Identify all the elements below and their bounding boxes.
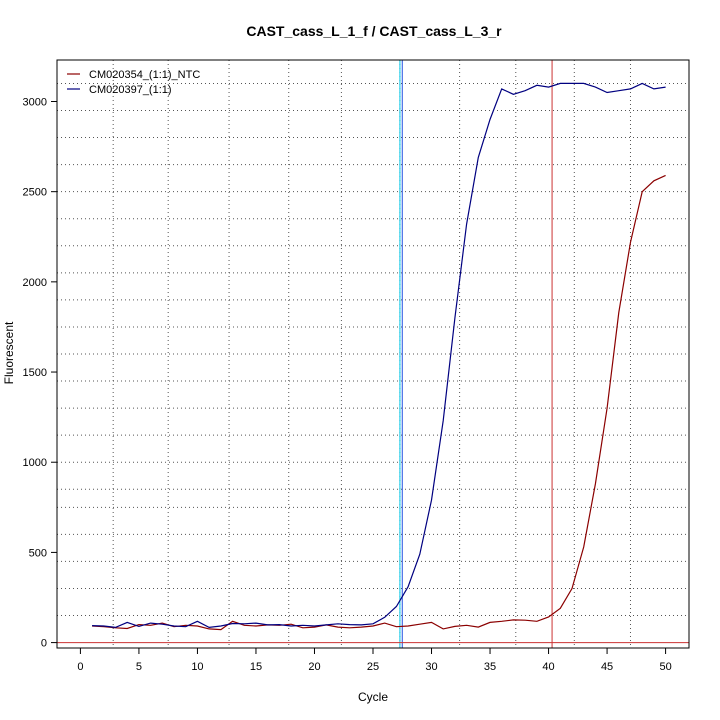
x-tick-label-8: 40 xyxy=(542,661,554,673)
legend-label-0: CM020354_(1:1)_NTC xyxy=(89,69,200,81)
legend: CM020354_(1:1)_NTC CM020397_(1:1) xyxy=(67,69,200,96)
x-tick-label-4: 20 xyxy=(308,661,320,673)
threshold-lines xyxy=(57,60,689,648)
x-axis-label: Cycle xyxy=(358,690,388,704)
chart-title: CAST_cass_L_1_f / CAST_cass_L_3_r xyxy=(246,23,502,39)
y-tick-label-1: 500 xyxy=(29,547,47,559)
y-axis-label: Fluorescent xyxy=(2,321,16,384)
x-tick-label-9: 45 xyxy=(601,661,613,673)
series-line-1 xyxy=(92,82,666,629)
y-axis: 0 500 1000 1500 2000 2500 3000 xyxy=(23,96,58,650)
y-tick-label-3: 1500 xyxy=(23,367,47,379)
y-tick-label-2: 1000 xyxy=(23,457,47,469)
x-tick-label-5: 25 xyxy=(367,661,379,673)
y-tick-label-4: 2000 xyxy=(23,277,47,289)
x-tick-label-10: 50 xyxy=(659,661,671,673)
x-tick-label-2: 10 xyxy=(191,661,203,673)
x-tick-label-1: 5 xyxy=(136,661,142,673)
grid-lines xyxy=(57,60,689,648)
x-tick-label-0: 0 xyxy=(77,661,83,673)
x-tick-label-6: 30 xyxy=(425,661,437,673)
x-tick-label-7: 35 xyxy=(484,661,496,673)
legend-label-1: CM020397_(1:1) xyxy=(89,84,172,96)
x-tick-label-3: 15 xyxy=(250,661,262,673)
series-line-0 xyxy=(92,174,666,631)
x-axis: 0 5 10 15 20 25 30 35 40 45 50 xyxy=(77,647,672,673)
y-tick-label-5: 2500 xyxy=(23,187,47,199)
y-tick-label-0: 0 xyxy=(41,638,47,650)
series-lines xyxy=(92,82,666,631)
y-tick-label-6: 3000 xyxy=(23,96,47,108)
